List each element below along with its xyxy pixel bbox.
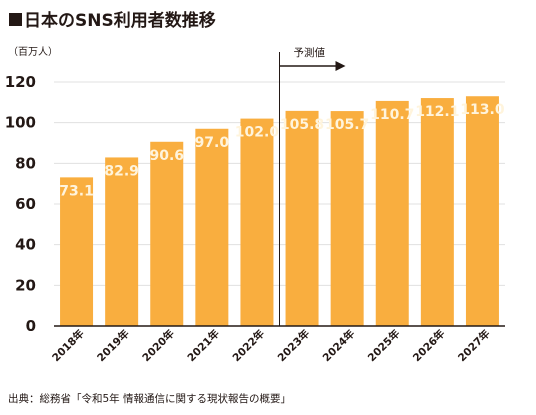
bar [375, 100, 409, 326]
data-label: 105.8 [280, 117, 324, 133]
title-marker [9, 13, 22, 26]
source-note: 出典：総務省「令和5年 情報通信に関する現状報告の概要」 [8, 392, 291, 405]
x-tick-label: 2025年 [365, 327, 403, 365]
forecast-label: 予測値 [294, 46, 326, 59]
bar [60, 177, 94, 326]
y-tick-label: 100 [5, 114, 36, 132]
bar [465, 96, 499, 326]
data-label: 113.0 [460, 102, 505, 118]
x-tick-label: 2020年 [140, 327, 178, 365]
y-tick-label: 40 [15, 236, 36, 254]
x-tick-label: 2024年 [320, 327, 358, 365]
bars [60, 96, 499, 327]
bar [330, 111, 364, 327]
bar [420, 98, 454, 327]
y-tick-label: 120 [5, 73, 36, 91]
bar [195, 128, 229, 326]
data-label: 105.7 [325, 117, 369, 133]
bar [240, 118, 274, 326]
chart-title: 日本のSNS利用者数推移 [24, 10, 216, 31]
x-tick-label: 2027年 [455, 327, 493, 365]
data-label: 82.9 [104, 163, 139, 179]
data-label: 110.7 [370, 107, 414, 123]
data-label: 102.0 [235, 125, 280, 141]
data-label: 112.1 [415, 104, 459, 120]
y-tick-label: 60 [15, 195, 36, 213]
bar [105, 157, 139, 326]
bar [150, 141, 184, 326]
y-tick-label: 20 [15, 276, 36, 294]
x-tick-label: 2026年 [410, 327, 448, 365]
data-label: 90.6 [149, 148, 184, 164]
x-tick-label: 2022年 [230, 327, 268, 365]
x-tick-label: 2021年 [185, 327, 223, 365]
x-tick-label: 2019年 [94, 327, 132, 365]
bar [285, 110, 319, 326]
x-tick-label: 2018年 [49, 327, 87, 365]
unit-label: （百万人） [8, 46, 58, 58]
forecast-arrowhead-icon [335, 61, 346, 71]
x-axis-ticks: 2018年 2019年 2020年 2021年 2022年 2023年 2024年 2025年… [49, 327, 493, 365]
y-tick-label: 80 [15, 154, 36, 172]
y-axis-ticks: 0 20 40 60 80 100 120 [5, 73, 36, 335]
data-label: 73.1 [59, 183, 94, 199]
y-tick-label: 0 [26, 317, 36, 335]
x-tick-label: 2023年 [275, 327, 313, 365]
data-label: 97.0 [195, 135, 230, 151]
